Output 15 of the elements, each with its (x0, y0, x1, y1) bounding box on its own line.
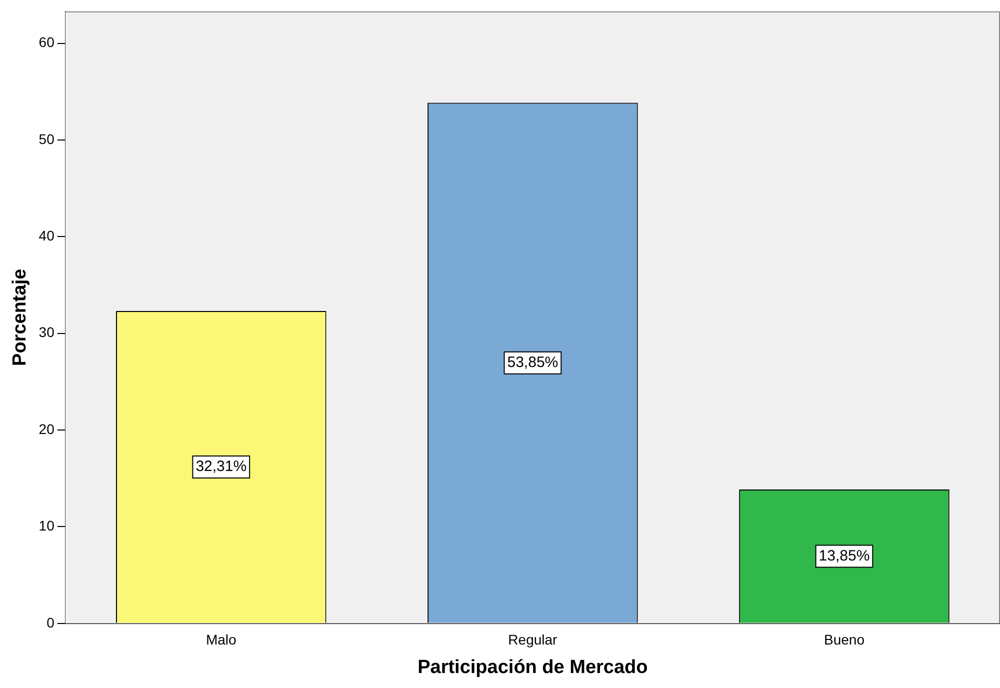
y-tick-label: 0 (46, 614, 55, 630)
x-axis-title: Participación de Mercado (418, 656, 648, 678)
y-tick-label: 50 (38, 130, 55, 147)
x-tick-label: Regular (508, 632, 558, 648)
y-tick-label: 20 (38, 420, 55, 437)
y-tick-label: 60 (38, 34, 55, 50)
data-label: 32,31% (196, 458, 247, 476)
x-tick-label: Malo (206, 632, 237, 648)
y-axis-title: Porcentaje (10, 268, 31, 366)
data-label: 53,85% (507, 354, 558, 371)
y-tick-label: 40 (38, 228, 55, 244)
data-label: 13,85% (818, 547, 870, 564)
y-tick-label: 10 (38, 518, 55, 534)
x-tick-label: Bueno (824, 632, 865, 648)
y-tick-label: 30 (38, 324, 55, 340)
